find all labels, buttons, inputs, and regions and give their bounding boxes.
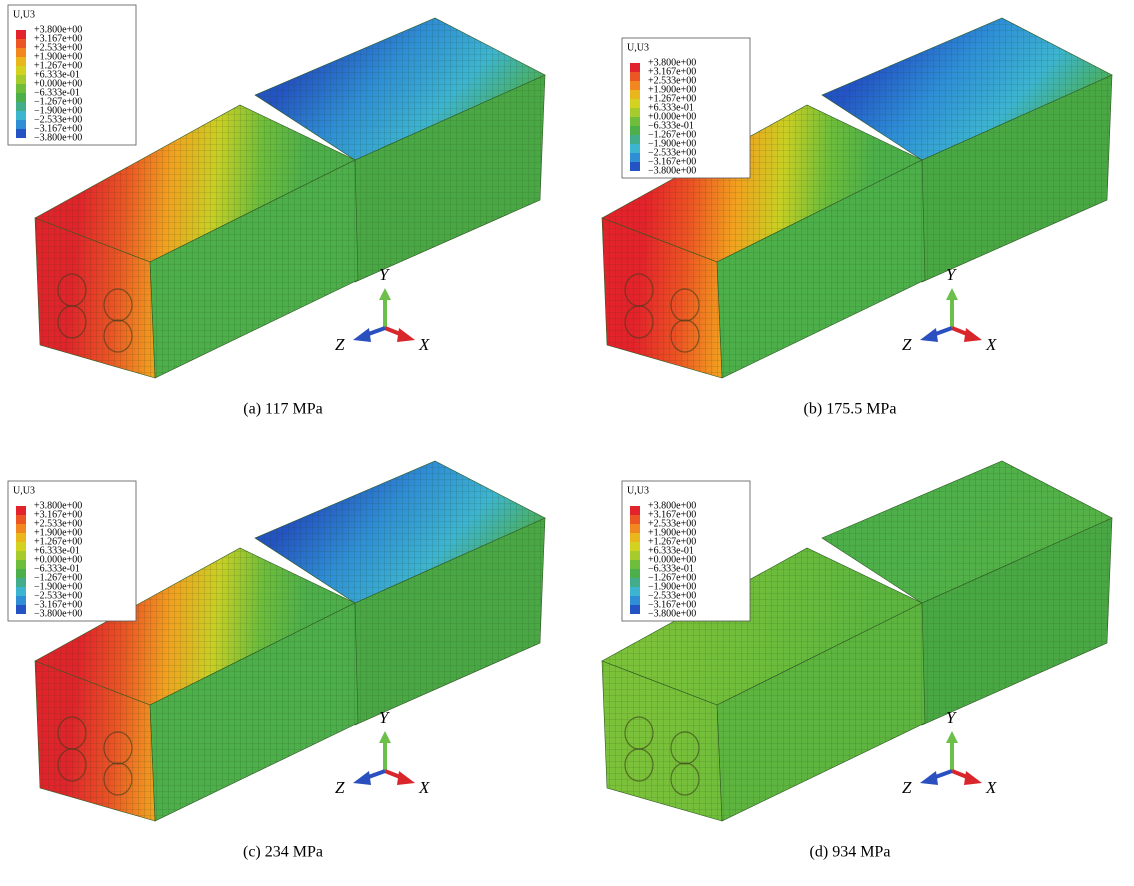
axis-x-label: X bbox=[418, 778, 430, 797]
axis-y-label: Y bbox=[946, 265, 957, 284]
axis-x-label: X bbox=[985, 335, 997, 354]
axis-y-head bbox=[946, 288, 958, 300]
legend-swatch bbox=[630, 560, 640, 569]
legend: U,U3+3.800e+00+3.167e+00+2.533e+00+1.900… bbox=[622, 38, 750, 178]
axis-z-head bbox=[353, 328, 371, 342]
legend-swatch bbox=[16, 48, 26, 57]
legend-swatch bbox=[16, 102, 26, 111]
axis-z-label: Z bbox=[335, 335, 345, 354]
axis-z-head bbox=[920, 771, 938, 785]
legend-title: U,U3 bbox=[13, 485, 35, 496]
legend-title: U,U3 bbox=[13, 9, 35, 20]
legend-swatch bbox=[16, 39, 26, 48]
legend-swatch bbox=[630, 108, 640, 117]
legend-swatch bbox=[630, 605, 640, 614]
legend-swatch bbox=[630, 596, 640, 605]
axis-x-label: X bbox=[985, 778, 997, 797]
legend-swatch bbox=[16, 84, 26, 93]
caption: (a) 117 MPa bbox=[243, 401, 322, 418]
axis-z-label: Z bbox=[902, 778, 912, 797]
legend-swatch bbox=[16, 111, 26, 120]
legend-swatch bbox=[16, 129, 26, 138]
axis-x-label: X bbox=[418, 335, 430, 354]
panel: U,U3+3.800e+00+3.167e+00+2.533e+00+1.900… bbox=[602, 461, 1112, 861]
figure: U,U3+3.800e+00+3.167e+00+2.533e+00+1.900… bbox=[0, 0, 1134, 886]
legend-swatch bbox=[16, 30, 26, 39]
legend-label: −3.800e+00 bbox=[648, 608, 696, 619]
legend-swatch bbox=[16, 551, 26, 560]
legend-swatch bbox=[630, 587, 640, 596]
legend-swatch bbox=[16, 542, 26, 551]
legend: U,U3+3.800e+00+3.167e+00+2.533e+00+1.900… bbox=[8, 481, 136, 621]
caption: (b) 175.5 MPa bbox=[804, 401, 897, 418]
legend-label: −3.800e+00 bbox=[34, 132, 82, 143]
legend-swatch bbox=[16, 75, 26, 84]
panel: U,U3+3.800e+00+3.167e+00+2.533e+00+1.900… bbox=[602, 18, 1112, 418]
panel: U,U3+3.800e+00+3.167e+00+2.533e+00+1.900… bbox=[8, 461, 545, 861]
legend-swatch bbox=[16, 93, 26, 102]
legend-swatch bbox=[630, 81, 640, 90]
legend-swatch bbox=[630, 506, 640, 515]
axis-y-head bbox=[946, 731, 958, 743]
legend-swatch bbox=[630, 90, 640, 99]
legend-swatch bbox=[16, 506, 26, 515]
axis-z-label: Z bbox=[335, 778, 345, 797]
legend-swatch bbox=[630, 533, 640, 542]
legend-swatch bbox=[16, 66, 26, 75]
legend-swatch bbox=[16, 596, 26, 605]
legend-swatch bbox=[16, 515, 26, 524]
legend-swatch bbox=[630, 551, 640, 560]
legend-swatch bbox=[630, 135, 640, 144]
axis-y-head bbox=[379, 731, 391, 743]
legend-swatch bbox=[630, 524, 640, 533]
legend-swatch bbox=[16, 560, 26, 569]
legend-swatch bbox=[630, 126, 640, 135]
legend: U,U3+3.800e+00+3.167e+00+2.533e+00+1.900… bbox=[622, 481, 750, 621]
legend-label: −3.800e+00 bbox=[34, 608, 82, 619]
legend-swatch bbox=[630, 542, 640, 551]
legend-swatch bbox=[630, 515, 640, 524]
axis-z-head bbox=[920, 328, 938, 342]
axis-y-label: Y bbox=[379, 708, 390, 727]
legend-swatch bbox=[16, 605, 26, 614]
axis-x-head bbox=[397, 328, 415, 342]
legend-swatch bbox=[16, 533, 26, 542]
legend-swatch bbox=[630, 162, 640, 171]
axis-x-head bbox=[964, 328, 982, 342]
panel: U,U3+3.800e+00+3.167e+00+2.533e+00+1.900… bbox=[8, 5, 545, 418]
legend-swatch bbox=[630, 153, 640, 162]
legend-swatch bbox=[630, 144, 640, 153]
legend-swatch bbox=[630, 569, 640, 578]
legend-swatch bbox=[16, 587, 26, 596]
legend-title: U,U3 bbox=[627, 485, 649, 496]
legend-swatch bbox=[630, 99, 640, 108]
legend-swatch bbox=[16, 569, 26, 578]
axis-y-label: Y bbox=[379, 265, 390, 284]
axis-y-head bbox=[379, 288, 391, 300]
legend-swatch bbox=[630, 578, 640, 587]
legend-swatch bbox=[630, 117, 640, 126]
legend-title: U,U3 bbox=[627, 42, 649, 53]
axis-z-head bbox=[353, 771, 371, 785]
legend-swatch bbox=[630, 72, 640, 81]
legend: U,U3+3.800e+00+3.167e+00+2.533e+00+1.900… bbox=[8, 5, 136, 145]
axis-y-label: Y bbox=[946, 708, 957, 727]
caption: (c) 234 MPa bbox=[243, 844, 323, 861]
axis-z-label: Z bbox=[902, 335, 912, 354]
legend-swatch bbox=[16, 120, 26, 129]
legend-swatch bbox=[16, 578, 26, 587]
axis-x-head bbox=[397, 771, 415, 785]
legend-label: −3.800e+00 bbox=[648, 165, 696, 176]
legend-swatch bbox=[16, 524, 26, 533]
legend-swatch bbox=[16, 57, 26, 66]
axis-x-head bbox=[964, 771, 982, 785]
legend-swatch bbox=[630, 63, 640, 72]
caption: (d) 934 MPa bbox=[810, 844, 891, 861]
